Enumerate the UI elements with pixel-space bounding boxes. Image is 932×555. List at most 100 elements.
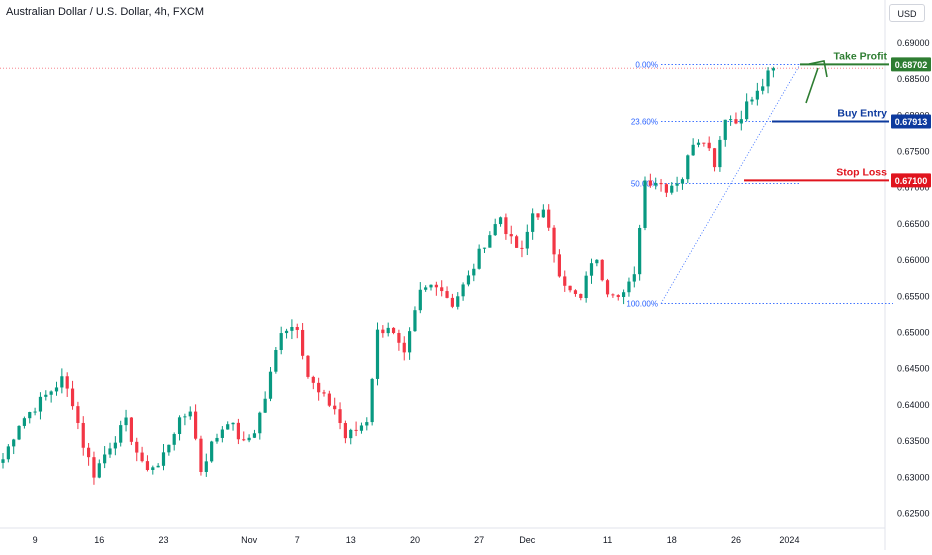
trade-level-name: Buy Entry	[837, 108, 887, 120]
price-tick-label: 0.67500	[897, 146, 930, 156]
candle-body	[504, 217, 508, 235]
candle-body	[589, 263, 594, 276]
candle-body	[461, 284, 465, 297]
time-tick-label: 20	[410, 535, 420, 545]
candle-body	[311, 376, 315, 383]
candle-body	[381, 329, 385, 334]
candle-body	[92, 457, 96, 478]
candle-body	[429, 284, 433, 288]
trade-level-price: 0.67913	[895, 117, 928, 127]
time-tick-label: 18	[667, 535, 677, 545]
candle-body	[76, 406, 80, 423]
candle-body	[605, 280, 610, 295]
time-tick-label: Nov	[241, 535, 258, 545]
candle-body	[771, 68, 775, 71]
candle-body	[274, 349, 278, 372]
price-tick-label: 0.67000	[897, 183, 930, 193]
candle-body	[38, 396, 43, 412]
candle-body	[54, 387, 59, 392]
candle-body	[643, 180, 647, 228]
trade-level-price-tag	[891, 173, 931, 188]
candle-body	[113, 442, 117, 449]
time-tick-label: 16	[94, 535, 104, 545]
candle-body	[739, 119, 743, 124]
candle-body	[638, 227, 642, 275]
candle-body	[761, 86, 765, 91]
candle-body	[268, 371, 273, 399]
candle-body	[766, 70, 770, 87]
candle-body	[151, 467, 155, 471]
candle-body	[349, 429, 353, 439]
candle-body	[547, 209, 551, 228]
candle-body	[290, 327, 294, 331]
candle-body	[129, 417, 133, 442]
trade-level-price: 0.68702	[895, 60, 928, 70]
candle-body	[654, 182, 658, 186]
candle-body	[686, 155, 690, 180]
candle-body	[258, 412, 262, 434]
candle-body	[119, 425, 123, 443]
candle-body	[301, 329, 305, 356]
trade-level-name: Stop Loss	[836, 166, 887, 178]
candle-body	[440, 287, 444, 292]
candle-body	[659, 182, 663, 185]
candle-body	[140, 452, 144, 462]
candle-body	[12, 439, 16, 447]
candle-body	[215, 437, 219, 442]
price-tick-label: 0.65500	[897, 291, 930, 301]
price-tick-label: 0.66500	[897, 219, 930, 229]
candle-body	[161, 452, 166, 466]
candle-body	[472, 268, 476, 276]
trade-level-price-tag	[891, 57, 931, 72]
candle-body	[434, 284, 438, 288]
candle-body	[338, 409, 342, 424]
price-axis[interactable]: 0.690000.685000.680000.675000.670000.665…	[897, 38, 930, 519]
candle-body	[108, 448, 112, 455]
time-tick-label: 26	[731, 535, 741, 545]
time-axis[interactable]: 9 16 23 Nov 7 13 20 27 Dec 11 18 26 2024	[33, 535, 800, 545]
candle-body	[81, 422, 85, 448]
candle-body	[103, 454, 107, 464]
candle-body	[231, 422, 235, 425]
candle-body	[386, 327, 390, 334]
price-tick-label: 0.65000	[897, 327, 930, 337]
currency-button[interactable]: USD	[889, 4, 925, 22]
candle-body	[750, 99, 754, 102]
candle-body	[87, 447, 91, 458]
candle-body	[263, 398, 267, 413]
price-tick-label: 0.64500	[897, 364, 930, 374]
fib-level-label: 0.00%	[635, 60, 658, 69]
candle-body	[6, 446, 10, 460]
time-tick-label: 23	[158, 535, 168, 545]
candle-body	[579, 293, 583, 299]
time-tick-label: 13	[346, 535, 356, 545]
candle-body	[488, 235, 492, 248]
price-tick-label: 0.64000	[897, 400, 930, 410]
candle-body	[60, 376, 64, 388]
candle-body	[97, 463, 101, 478]
candle-body	[734, 119, 738, 124]
candle-body	[402, 342, 406, 353]
candle-body	[242, 439, 246, 441]
candle-body	[124, 417, 128, 426]
candle-body	[397, 332, 401, 343]
candle-body	[413, 310, 417, 332]
candle-body	[354, 429, 358, 431]
arrow-head-icon	[808, 60, 828, 78]
candle-body	[28, 412, 32, 419]
fib-level-label: 100.00%	[626, 299, 658, 308]
candle-body	[418, 289, 422, 311]
candle-body	[466, 275, 471, 285]
candle-body	[167, 444, 171, 453]
candlestick-series	[1, 66, 775, 485]
trade-levels[interactable]: Take Profit 0.68702 Buy Entry 0.67913 Stop L…	[744, 50, 931, 188]
candle-body	[445, 291, 449, 298]
price-tick-label: 0.69000	[897, 38, 930, 48]
candle-body	[707, 142, 711, 149]
candle-body	[557, 254, 561, 277]
candle-body	[456, 296, 460, 307]
candle-body	[135, 441, 139, 453]
candle-body	[194, 411, 198, 439]
